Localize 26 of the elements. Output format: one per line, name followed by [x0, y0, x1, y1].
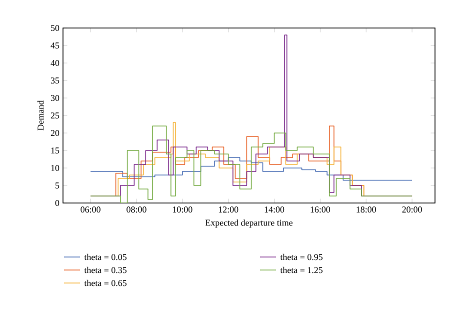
x-tick-label: 10:00 [172, 206, 192, 213]
y-tick-label: 15 [51, 147, 60, 154]
y-tick-label: 35 [50, 77, 60, 84]
y-tick-label: 0 [55, 200, 60, 206]
legend-label: theta = 1.25 [280, 266, 323, 274]
y-tick-label: 30 [50, 94, 60, 102]
x-tick-label: 08:00 [126, 206, 146, 213]
legend-label: theta = 0.05 [84, 254, 127, 260]
x-tick-label: 06:00 [80, 206, 100, 213]
y-tick-label: 45 [50, 42, 60, 48]
x-tick-label: 16:00 [310, 206, 330, 213]
x-tick-label: 18:00 [356, 206, 376, 213]
y-tick-label: 20 [50, 130, 60, 136]
y-tick-label: 25 [50, 112, 60, 119]
y-tick-label: 5 [56, 182, 60, 188]
y-tick-label: 50 [51, 24, 60, 32]
legend-label: theta = 0.95 [280, 254, 323, 260]
legend-label: theta = 0.65 [84, 280, 127, 286]
x-tick-label: 12:00 [218, 206, 238, 213]
x-tick-label: 20:00 [402, 206, 422, 213]
x-tick-label: 14:00 [264, 206, 284, 213]
y-axis-title: Demand [37, 100, 44, 130]
legend-label: theta = 0.35 [84, 266, 127, 274]
y-tick-label: 40 [50, 60, 60, 66]
x-axis-title: Expected departure time [205, 219, 293, 228]
y-tick-label: 10 [51, 164, 60, 172]
